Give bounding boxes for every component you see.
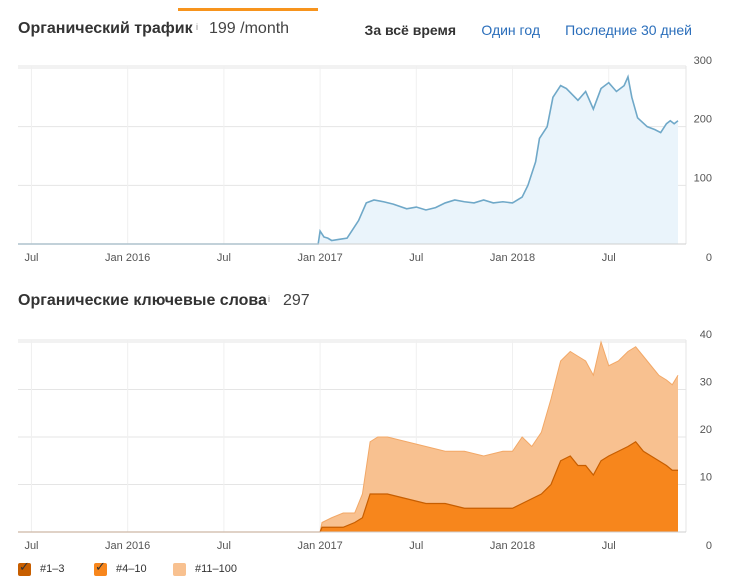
active-tab-indicator — [178, 8, 318, 11]
legend-label: #4–10 — [116, 563, 147, 575]
y-tick-label: 20 — [700, 424, 712, 436]
keywords-chart: Jul Jan 2016 Jul Jan 2017 Jul Jan 2018 Jul 0 10 2… — [18, 329, 712, 552]
traffic-header: Органический трафик i 199 /month За всё … — [18, 20, 734, 42]
y-tick-label: 40 — [700, 329, 712, 341]
y-tick-label: 10 — [700, 472, 712, 484]
keywords-title: Органические ключевые слова — [18, 292, 267, 309]
y-tick-label: 30 — [700, 377, 712, 389]
keywords-value: 297 — [283, 292, 310, 309]
series-line — [18, 440, 678, 533]
y-tick-label: 0 — [706, 252, 712, 264]
keywords-header: Органические ключевые слова i 297 — [18, 292, 734, 314]
series-area — [18, 441, 678, 532]
checkbox-checked-icon: ✓ — [95, 559, 106, 574]
x-tick-label: Jul — [409, 540, 423, 552]
x-tick-label: Jul — [602, 252, 616, 264]
info-icon[interactable]: i — [196, 22, 198, 32]
x-tick-label: Jan 2017 — [297, 540, 342, 552]
x-tick-label: Jul — [602, 540, 616, 552]
x-tick-label: Jul — [217, 540, 231, 552]
x-tick-label: Jan 2018 — [490, 540, 535, 552]
y-tick-label: 200 — [694, 114, 712, 126]
traffic-chart: Jul Jan 2016 Jul Jan 2017 Jul Jan 2018 Jul 0 100… — [18, 56, 712, 264]
y-tick-label: 100 — [694, 172, 712, 184]
y-tick-label: 300 — [694, 56, 712, 67]
x-tick-label: Jan 2016 — [105, 252, 150, 264]
series-area — [18, 342, 678, 532]
traffic-value: 199 /month — [209, 20, 290, 37]
x-tick-label: Jul — [409, 252, 423, 264]
checkbox-checked-icon: ✓ — [19, 559, 30, 574]
legend-swatch[interactable] — [173, 563, 186, 576]
series-line — [18, 340, 679, 533]
y-tick-label: 0 — [706, 540, 712, 552]
legend-label: #11–100 — [195, 563, 238, 575]
tab-all-time[interactable]: За всё время — [364, 22, 456, 38]
series-line — [18, 74, 679, 245]
x-tick-label: Jul — [24, 540, 38, 552]
legend-label: #1–3 — [40, 563, 65, 575]
series-area — [18, 76, 678, 244]
x-tick-label: Jan 2016 — [105, 540, 150, 552]
x-tick-label: Jan 2018 — [490, 252, 535, 264]
traffic-title: Органический трафик — [18, 20, 193, 37]
tab-one-year[interactable]: Один год — [481, 22, 540, 38]
tab-last-30-days[interactable]: Последние 30 дней — [565, 22, 692, 38]
x-tick-label: Jul — [217, 252, 231, 264]
x-tick-label: Jul — [24, 252, 38, 264]
info-icon[interactable]: i — [268, 294, 270, 304]
x-tick-label: Jan 2017 — [297, 252, 342, 264]
